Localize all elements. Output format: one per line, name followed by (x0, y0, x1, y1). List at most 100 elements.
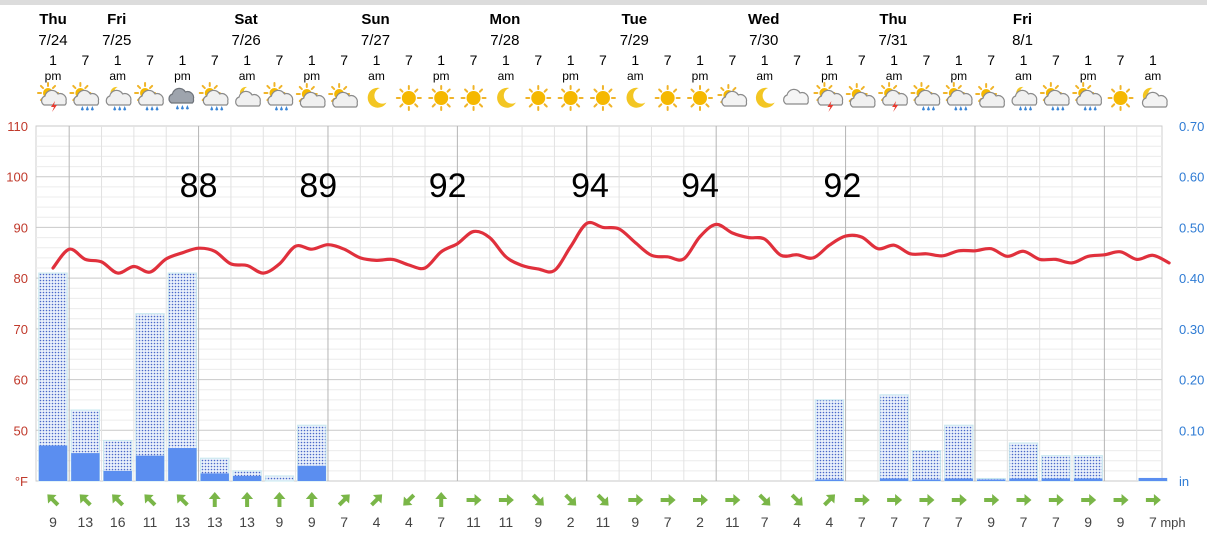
sun-ray (148, 84, 154, 90)
ampm-label: pm (174, 69, 191, 83)
wind-arrow-shape (498, 494, 514, 506)
ampm-label: pm (433, 69, 450, 83)
sun-ray (213, 84, 218, 90)
sun-ray (399, 103, 404, 108)
wind-speed: 7 (1020, 514, 1028, 530)
ampm-label: am (109, 69, 126, 83)
sun-ray (913, 84, 918, 90)
wind-speed: 2 (567, 514, 575, 530)
sun-ray (561, 103, 566, 108)
wind-arrow (790, 493, 803, 506)
sun-ray (310, 85, 315, 91)
precip-potential-bar (911, 450, 942, 482)
day-name: Sat (234, 11, 257, 28)
sun-icon (395, 85, 422, 111)
cloud-shape (235, 90, 261, 107)
day-date: 7/30 (749, 32, 778, 49)
right-axis-tick: 0.50 (1179, 220, 1204, 235)
rain-drop (85, 106, 89, 111)
day-date: 7/25 (102, 32, 131, 49)
precip-potential-bar (1073, 455, 1103, 482)
day-name: Thu (39, 11, 67, 28)
sun-ray (608, 88, 613, 93)
cloud-shape (783, 88, 809, 105)
cloud-shape (1076, 89, 1102, 106)
sun-ray (593, 88, 598, 93)
hour-label: 1 (567, 52, 575, 68)
wind-speed: 11 (596, 514, 611, 530)
wind-speed: 7 (761, 514, 769, 530)
ampm-label: pm (692, 69, 709, 83)
precip-likely-bar (815, 479, 844, 481)
precip-potential-bar (944, 424, 974, 482)
wind-arrow-shape (305, 492, 318, 507)
sun-ray (414, 103, 419, 108)
wind-arrow (628, 494, 644, 506)
left-axis-tick: 70 (14, 322, 28, 337)
hour-label: 1 (1149, 52, 1157, 68)
wind-arrow (1145, 494, 1161, 506)
partly-cloudy-rain-icon (198, 82, 229, 111)
hour-label: 1 (761, 52, 769, 68)
day-date: 7/27 (361, 32, 390, 49)
day-date: 7/28 (490, 32, 519, 49)
wind-speed: 9 (1084, 514, 1092, 530)
sun-ray (990, 85, 995, 91)
wind-arrow (337, 494, 350, 507)
wind-speed: 4 (405, 514, 413, 530)
rain-drop (80, 106, 84, 111)
sun-ray (478, 103, 484, 108)
wind-arrow-shape (854, 494, 870, 506)
wind-arrow-shape (725, 494, 741, 506)
hour-label: 7 (599, 52, 607, 68)
day-name: Sun (361, 11, 389, 28)
wind-arrow-shape (823, 494, 836, 507)
day-name: Thu (879, 11, 907, 28)
wind-arrow (273, 492, 286, 507)
sun-ray (528, 88, 533, 93)
wind-arrow-shape (628, 494, 644, 506)
wind-arrow (693, 494, 708, 506)
wind-speed: 11 (143, 514, 158, 530)
day-name: Fri (1013, 11, 1032, 28)
sun-ray (278, 84, 283, 90)
right-axis-tick: 0.30 (1179, 322, 1204, 337)
rain-drop (1083, 106, 1087, 111)
daily-high-label: 88 (180, 167, 218, 205)
hour-label: 1 (631, 52, 639, 68)
sun-ray (399, 88, 404, 93)
sun-ray (464, 103, 469, 108)
precip-likely-bar (879, 478, 909, 481)
sun-ray (593, 103, 598, 108)
ampm-label: pm (821, 69, 838, 83)
wind-speed: 11 (466, 514, 481, 530)
moon-shape (367, 87, 387, 108)
wind-arrow (47, 494, 60, 507)
wind-arrow-shape (144, 494, 157, 507)
moon-cloud-icon (1141, 87, 1168, 108)
wind-speed: 7 (1149, 514, 1157, 530)
moon-icon (367, 87, 387, 108)
day-date: 7/29 (620, 32, 649, 49)
rain-drop (1029, 106, 1032, 111)
day-date: 7/26 (231, 32, 260, 49)
right-axis-tick: 0.10 (1179, 423, 1204, 438)
sun-ray (84, 84, 89, 90)
sun-ray (881, 84, 886, 90)
cloud-shape (914, 89, 941, 106)
wind-speed: 16 (110, 514, 126, 530)
cloud-shape (168, 87, 195, 104)
moon-shape (497, 87, 516, 108)
wind-arrow (1048, 494, 1064, 506)
sun-ray (1125, 88, 1131, 93)
night-rain-icon (105, 86, 132, 111)
wind-arrow (208, 492, 221, 507)
sun-cloud-icon (717, 84, 748, 107)
sun-disc (1113, 91, 1128, 105)
daily-high-label: 92 (429, 167, 467, 205)
wind-arrow (1113, 494, 1129, 506)
wind-arrow (305, 492, 318, 507)
wind-unit-label: mph (1160, 515, 1185, 530)
wind-speed: 7 (437, 514, 445, 530)
sun-ray (690, 103, 695, 108)
